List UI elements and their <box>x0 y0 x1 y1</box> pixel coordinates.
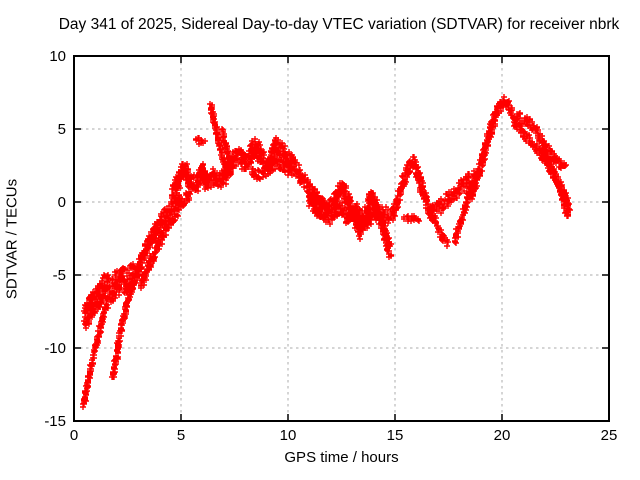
y-tick-label: 10 <box>49 48 66 65</box>
x-tick-label: 15 <box>387 427 404 444</box>
x-axis-label: GPS time / hours <box>284 449 399 466</box>
x-tick-label: 20 <box>494 427 511 444</box>
y-tick-label: 0 <box>58 194 66 211</box>
y-tick-label: 5 <box>58 121 66 138</box>
x-tick-label: 5 <box>177 427 185 444</box>
y-tick-label: -15 <box>44 413 66 430</box>
chart-title: Day 341 of 2025, Sidereal Day-to-day VTE… <box>58 16 620 33</box>
plot-border <box>73 55 610 422</box>
x-tick-label: 25 <box>601 427 618 444</box>
y-tick-label: -10 <box>44 340 66 357</box>
x-tick-label: 0 <box>70 427 78 444</box>
y-axis-label: SDTVAR / TECUs <box>3 178 21 300</box>
x-tick-label: 10 <box>280 427 297 444</box>
sdtvar-data-points <box>80 94 573 410</box>
y-tick-label: -5 <box>53 267 66 284</box>
